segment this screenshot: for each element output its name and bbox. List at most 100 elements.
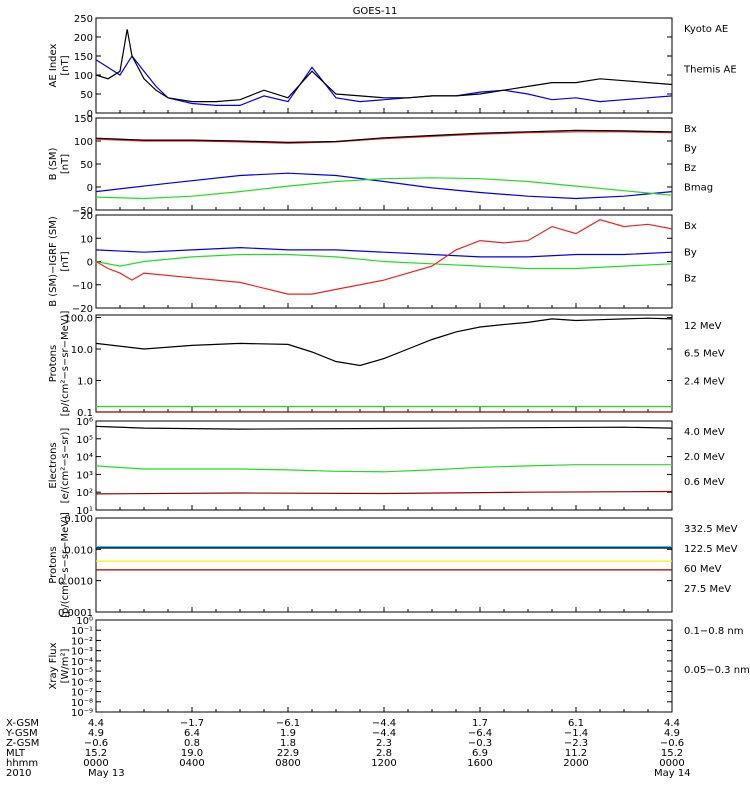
- y-tick-label: 20: [80, 211, 93, 222]
- legend-label: Bx: [684, 124, 697, 135]
- legend-label: Bx: [684, 221, 697, 232]
- series-line-green: [95, 177, 673, 200]
- y-tick-label: 10¹: [76, 506, 93, 517]
- footer-value: 0000: [83, 758, 108, 769]
- legend-label: Themis AE: [683, 65, 737, 76]
- y-tick-label: 250: [74, 14, 93, 25]
- y-tick-label: 10⁻⁶: [71, 677, 93, 688]
- legend-label: Bz: [684, 163, 696, 174]
- footer-value: −0.6: [84, 738, 108, 749]
- series-line-black: [95, 425, 673, 430]
- series-line-black: [95, 317, 673, 367]
- y-tick-label: 10⁰: [76, 616, 93, 627]
- y-axis-label: Protons: [48, 546, 59, 583]
- panel-ae: 250 200 150 100 50 0 AE Index [nT] Kyoto AE Themi…: [48, 14, 737, 120]
- legend-label: By: [684, 247, 697, 258]
- y-tick-label: 0.100: [64, 514, 93, 525]
- footer-value: 22.9: [277, 748, 299, 759]
- legend-label: 0.6 MeV: [684, 477, 725, 488]
- footer-value: 1600: [467, 758, 492, 769]
- y-axis-label: B (SM)−IGRF (SM): [48, 216, 59, 307]
- panel-bdiff: 20 10 0 −10 −20 B (SM)−IGRF (SM) [nT] Bx By Bz: [48, 211, 697, 315]
- chart-title: GOES-11: [353, 6, 398, 17]
- footer-value: 4.4: [88, 718, 104, 729]
- y-tick-label: 100: [74, 137, 93, 148]
- panel-frame: [95, 314, 673, 413]
- y-axis-label: [W/m²]: [60, 648, 71, 683]
- footer-start-date: May 13: [88, 768, 125, 779]
- y-axis-label: [p/(cm²−s−sr−MeV)]: [60, 310, 71, 416]
- y-axis-label: B (SM): [48, 147, 59, 180]
- footer-value: −4.4: [372, 728, 396, 739]
- footer-value: 1.7: [472, 718, 488, 729]
- footer-value: 15.2: [661, 748, 683, 759]
- legend-label: 122.5 MeV: [684, 544, 738, 555]
- footer-value: −2.3: [564, 738, 588, 749]
- y-tick-label: 10⁻⁴: [71, 657, 93, 668]
- y-tick-label: 10⁻³: [71, 647, 93, 658]
- y-tick-label: 10²: [76, 488, 93, 499]
- series-line-black: [95, 29, 673, 103]
- y-tick-label: 0.1: [77, 408, 93, 419]
- y-tick-label: 10⁻²: [71, 636, 93, 647]
- legend-label: 0.05−0.3 nm: [684, 665, 750, 676]
- legend-label: 332.5 MeV: [684, 524, 738, 535]
- y-tick-label: 0: [87, 258, 93, 269]
- panel-electrons: 10⁶ 10⁵ 10⁴ 10³ 10² 10¹ Electrons [e/(cm²−s−sr)…: [48, 417, 725, 517]
- footer-value: 6.9: [472, 748, 488, 759]
- y-tick-label: 10⁻⁷: [71, 688, 93, 699]
- y-tick-label: 0.0001: [58, 608, 93, 619]
- footer-value: 6.1: [568, 718, 584, 729]
- footer-value: 4.9: [88, 728, 104, 739]
- legend-label: 6.5 MeV: [684, 349, 725, 360]
- y-tick-label: 0: [87, 109, 93, 120]
- footer-row-label: MLT: [6, 748, 26, 759]
- footer-value: 6.4: [184, 728, 200, 739]
- y-tick-label: 10⁻⁵: [71, 667, 93, 678]
- footer-row-label: Y-GSM: [5, 728, 38, 739]
- y-tick-label: 50: [80, 160, 93, 171]
- y-axis-label: [e/(cm²−s−sr)]: [60, 428, 71, 504]
- y-tick-label: −10: [72, 281, 93, 292]
- footer-value: 19.0: [181, 748, 203, 759]
- series-line-blue: [95, 172, 673, 200]
- legend-label: Bz: [684, 274, 696, 285]
- panel-protons2: 0.100 0.010 0.0010 0.0001 Protons [p/(cm²−s−s…: [48, 512, 738, 619]
- y-axis-label: [nT]: [60, 251, 71, 271]
- series-line-darkred: [95, 490, 673, 495]
- y-tick-label: 150: [74, 52, 93, 63]
- y-tick-label: 100: [74, 71, 93, 82]
- y-tick-label: 50: [80, 90, 93, 101]
- footer-value: 11.2: [565, 748, 587, 759]
- y-tick-label: 150: [74, 114, 93, 125]
- footer-value: 2000: [563, 758, 588, 769]
- footer-value: 0.8: [184, 738, 200, 749]
- legend-label: 2.4 MeV: [684, 376, 725, 387]
- series-line-green: [95, 253, 673, 270]
- y-tick-label: 10⁻⁸: [71, 698, 93, 709]
- series-line-blue: [95, 246, 673, 258]
- panel-frame: [95, 619, 673, 713]
- y-tick-label: 10⁴: [76, 453, 93, 464]
- y-tick-label: −20: [72, 304, 93, 315]
- y-tick-label: 0: [87, 183, 93, 194]
- footer-value: −1.4: [564, 728, 588, 739]
- legend-label: 0.1−0.8 nm: [684, 626, 743, 637]
- legend-label: Kyoto AE: [684, 24, 728, 35]
- footer-row-label: X-GSM: [6, 718, 39, 729]
- y-axis-label: [p/(cm²−s−sr−MeV)]: [60, 512, 71, 618]
- legend-label: 2.0 MeV: [684, 452, 725, 463]
- y-tick-label: 10⁶: [76, 417, 93, 428]
- footer-value: 1.8: [280, 738, 296, 749]
- footer-value: 2.8: [376, 748, 392, 759]
- footer-row-label: Z-GSM: [6, 738, 39, 749]
- y-tick-label: 1.0: [77, 376, 93, 387]
- y-tick-label: 10: [80, 234, 93, 245]
- y-tick-label: 10³: [76, 470, 93, 481]
- footer-end-date: May 14: [654, 768, 691, 779]
- series-line-black: [95, 129, 673, 144]
- y-axis-label: [nT]: [60, 55, 71, 75]
- footer-value: −0.6: [660, 738, 684, 749]
